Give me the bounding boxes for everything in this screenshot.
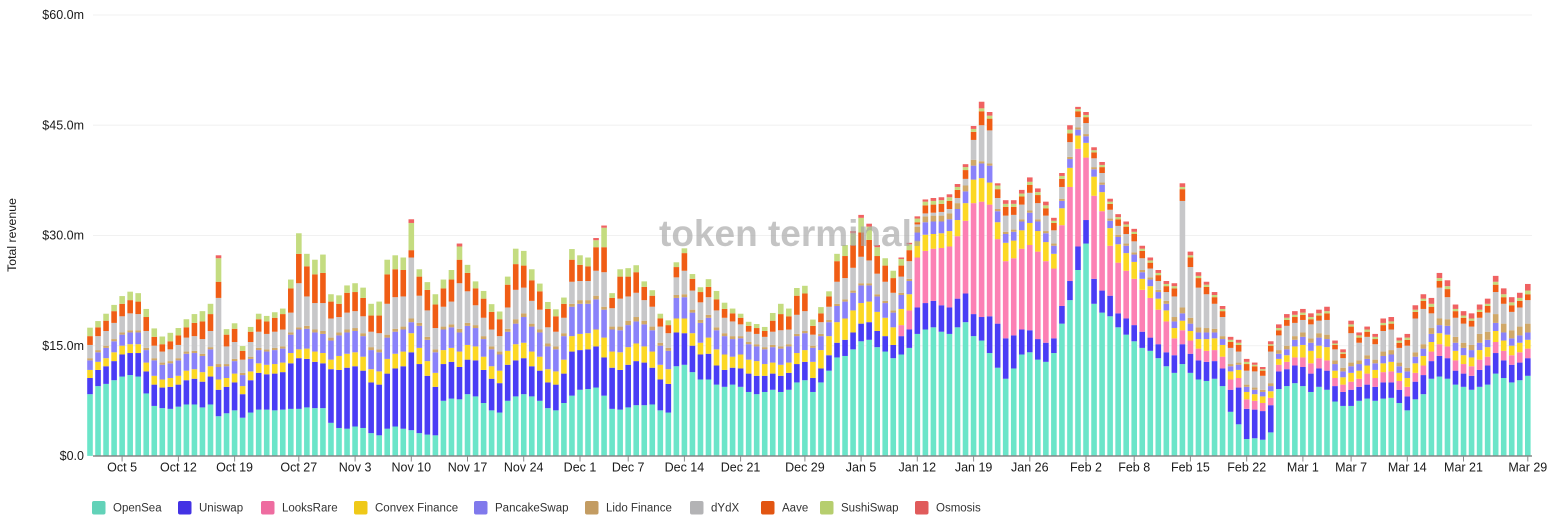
svg-text:Osmosis: Osmosis bbox=[936, 503, 981, 515]
svg-text:$0.0: $0.0 bbox=[60, 449, 84, 463]
svg-text:$30.0m: $30.0m bbox=[42, 229, 84, 243]
svg-text:Feb 15: Feb 15 bbox=[1171, 461, 1210, 475]
svg-text:Feb 22: Feb 22 bbox=[1227, 461, 1266, 475]
svg-text:dYdX: dYdX bbox=[711, 503, 739, 515]
svg-text:$15.0m: $15.0m bbox=[42, 339, 84, 353]
svg-text:Dec 29: Dec 29 bbox=[785, 461, 825, 475]
svg-text:Mar 14: Mar 14 bbox=[1388, 461, 1427, 475]
svg-text:Aave: Aave bbox=[782, 503, 808, 515]
svg-text:OpenSea: OpenSea bbox=[113, 503, 162, 515]
svg-text:Nov 24: Nov 24 bbox=[504, 461, 544, 475]
svg-text:Nov 3: Nov 3 bbox=[339, 461, 372, 475]
svg-text:Jan 5: Jan 5 bbox=[846, 461, 877, 475]
svg-text:Oct 19: Oct 19 bbox=[216, 461, 253, 475]
svg-text:$60.0m: $60.0m bbox=[42, 8, 84, 22]
svg-text:Mar 7: Mar 7 bbox=[1335, 461, 1367, 475]
svg-text:Jan 26: Jan 26 bbox=[1011, 461, 1049, 475]
svg-text:Lido Finance: Lido Finance bbox=[606, 503, 672, 515]
svg-text:Feb 8: Feb 8 bbox=[1118, 461, 1150, 475]
svg-text:Oct 12: Oct 12 bbox=[160, 461, 197, 475]
svg-text:Jan 19: Jan 19 bbox=[955, 461, 993, 475]
svg-text:Mar 29: Mar 29 bbox=[1508, 461, 1547, 475]
svg-text:Uniswap: Uniswap bbox=[199, 503, 243, 515]
svg-text:LooksRare: LooksRare bbox=[282, 503, 338, 515]
svg-text:Total revenue: Total revenue bbox=[5, 198, 19, 272]
svg-text:token terminal.: token terminal. bbox=[659, 213, 922, 254]
svg-text:PancakeSwap: PancakeSwap bbox=[495, 503, 569, 515]
svg-text:Jan 12: Jan 12 bbox=[899, 461, 937, 475]
svg-text:Mar 1: Mar 1 bbox=[1287, 461, 1319, 475]
svg-text:Nov 10: Nov 10 bbox=[391, 461, 431, 475]
svg-text:Dec 21: Dec 21 bbox=[721, 461, 761, 475]
svg-text:Oct 5: Oct 5 bbox=[107, 461, 137, 475]
svg-text:Feb 2: Feb 2 bbox=[1070, 461, 1102, 475]
svg-text:Dec 14: Dec 14 bbox=[665, 461, 705, 475]
svg-text:Dec 1: Dec 1 bbox=[564, 461, 597, 475]
svg-text:SushiSwap: SushiSwap bbox=[841, 503, 899, 515]
svg-text:Nov 17: Nov 17 bbox=[448, 461, 488, 475]
svg-text:Convex Finance: Convex Finance bbox=[375, 503, 458, 515]
svg-text:Mar 21: Mar 21 bbox=[1444, 461, 1483, 475]
svg-text:Dec 7: Dec 7 bbox=[612, 461, 645, 475]
svg-text:Oct 27: Oct 27 bbox=[280, 461, 317, 475]
svg-text:$45.0m: $45.0m bbox=[42, 118, 84, 132]
